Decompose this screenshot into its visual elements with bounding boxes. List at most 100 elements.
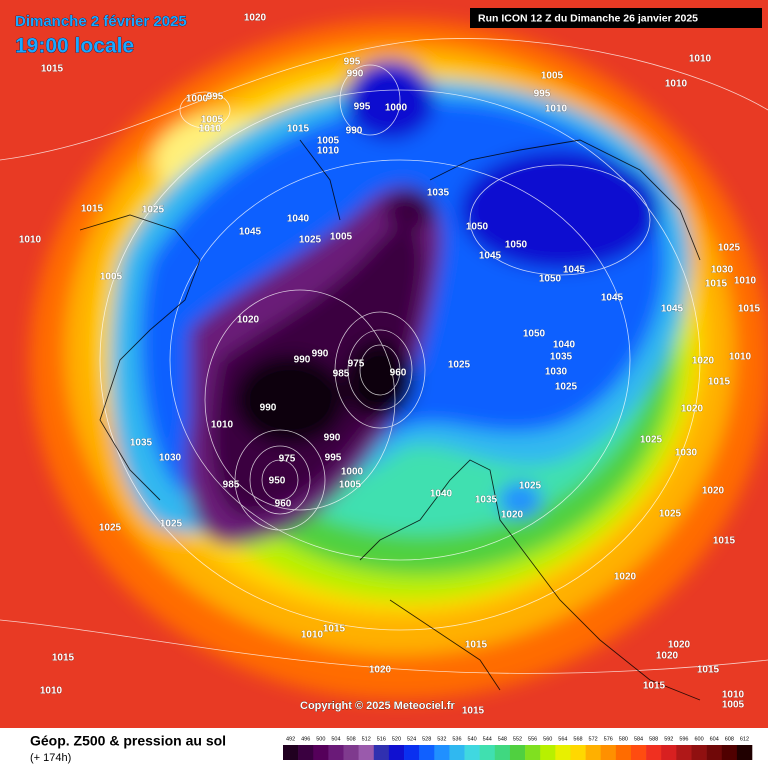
pressure-label: 1050	[523, 329, 546, 340]
colorbar-label: 492	[286, 736, 295, 742]
colorbar-label: 580	[619, 736, 628, 742]
pressure-label: 960	[275, 499, 292, 510]
pressure-label: 1005	[330, 232, 353, 243]
pressure-label: 975	[279, 454, 296, 465]
colorbar-swatch	[630, 745, 647, 760]
pressure-label: 1015	[643, 681, 666, 692]
colorbar-swatch	[419, 745, 435, 760]
pressure-label: 1020	[614, 572, 637, 583]
pressure-label: 1050	[505, 240, 528, 251]
run-box	[470, 8, 762, 28]
pressure-label: 1015	[708, 377, 731, 388]
pressure-label: 1035	[550, 352, 573, 363]
pressure-label: 1045	[661, 304, 684, 315]
pressure-label: 1010	[199, 124, 222, 135]
pressure-label: 1025	[659, 509, 682, 520]
pressure-label: 1010	[545, 104, 568, 115]
colorbar-label: 560	[543, 736, 552, 742]
pressure-label: 990	[260, 403, 277, 414]
forecast-time: 19:00 locale	[15, 35, 134, 58]
pressure-label: 995	[344, 57, 361, 68]
colorbar-label: 496	[301, 736, 310, 742]
pressure-label: 1010	[722, 690, 745, 701]
pressure-label: 1035	[130, 438, 153, 449]
pressure-label: 1015	[462, 706, 485, 717]
colorbar-label: 528	[422, 736, 431, 742]
colorbar-swatch	[328, 745, 344, 760]
pressure-label: 1045	[239, 227, 262, 238]
colorbar-label: 592	[664, 736, 673, 742]
colorbar-swatch	[661, 745, 677, 760]
colorbar: 492 496 500 504 508 512 516 520 524 528 532 536 540 5…	[283, 736, 753, 760]
pressure-label: 995	[534, 89, 551, 100]
pressure-label: 995	[325, 453, 342, 464]
pressure-label: 995	[207, 92, 224, 103]
pressure-label: 1000	[385, 103, 408, 114]
pressure-label: 1010	[317, 146, 340, 157]
colorbar-label: 524	[407, 736, 416, 742]
colorbar-label: 572	[589, 736, 598, 742]
colorbar-swatch	[494, 745, 511, 760]
colorbar-swatch	[706, 745, 723, 760]
coastlines	[79, 139, 701, 701]
pressure-label: 1040	[553, 340, 576, 351]
colorbar-swatch	[691, 745, 707, 760]
isobars	[0, 38, 768, 674]
pressure-label: 1040	[287, 214, 310, 225]
colorbar-label: 520	[392, 736, 401, 742]
pressure-label: 1000	[341, 467, 364, 478]
pressure-label: 1015	[287, 124, 310, 135]
pressure-label: 1025	[640, 435, 663, 446]
colorbar-swatch	[283, 745, 299, 760]
footer-title: Géop. Z500 & pression au sol	[30, 733, 226, 749]
colorbar-swatch	[646, 745, 662, 760]
pressure-label: 1005	[541, 71, 564, 82]
pressure-label: 985	[223, 480, 240, 491]
pressure-label: 990	[294, 355, 311, 366]
colorbar-swatch	[721, 745, 738, 760]
pressure-label: 995	[354, 102, 371, 113]
pressure-label: 1025	[448, 360, 471, 371]
pressure-label: 1010	[689, 54, 712, 65]
pressure-label: 1025	[99, 523, 122, 534]
pressure-label: 1030	[545, 367, 568, 378]
pressure-label: 1020	[237, 315, 260, 326]
pressure-label: 1015	[738, 304, 761, 315]
colorbar-swatch	[525, 745, 541, 760]
pressure-label: 985	[333, 369, 350, 380]
colorbar-swatch	[464, 745, 480, 760]
pressure-label: 1015	[323, 624, 346, 635]
colorbar-label: 536	[452, 736, 461, 742]
pressure-label: 1020	[668, 640, 691, 651]
pressure-label: 1010	[729, 352, 752, 363]
colorbar-label: 568	[573, 736, 582, 742]
pressure-label: 1045	[601, 293, 624, 304]
pressure-label: 990	[346, 126, 363, 137]
colorbar-label: 588	[649, 736, 658, 742]
pressure-label: 1015	[52, 653, 75, 664]
colorbar-swatch	[540, 745, 556, 760]
colorbar-swatch	[449, 745, 465, 760]
colorbar-label: 500	[316, 736, 325, 742]
colorbar-swatch	[313, 745, 329, 760]
pressure-label: 1040	[430, 489, 453, 500]
pressure-label: 1020	[369, 665, 392, 676]
pressure-label: 990	[324, 433, 341, 444]
colorbar-label: 604	[710, 736, 719, 742]
colorbar-swatch	[600, 745, 617, 760]
pressure-label: 1030	[675, 448, 698, 459]
pressure-label: 1020	[244, 13, 267, 24]
pressure-label: 960	[390, 368, 407, 379]
colorbar-swatch	[479, 745, 496, 760]
pressure-label: 1010	[40, 686, 63, 697]
pressure-label: 1010	[301, 630, 324, 641]
map-field: 1020 1015 995 990 1005 1000 1010 1010 995 1010 100…	[0, 0, 768, 728]
pressure-label: 1050	[466, 222, 489, 233]
pressure-label: 1025	[519, 481, 542, 492]
colorbar-swatch	[555, 745, 571, 760]
pressure-label: 1020	[692, 356, 715, 367]
pressure-label: 1015	[705, 279, 728, 290]
pressure-label: 1015	[697, 665, 720, 676]
colorbar-label: 544	[483, 736, 492, 742]
forecast-date: Dimanche 2 février 2025	[15, 13, 187, 30]
